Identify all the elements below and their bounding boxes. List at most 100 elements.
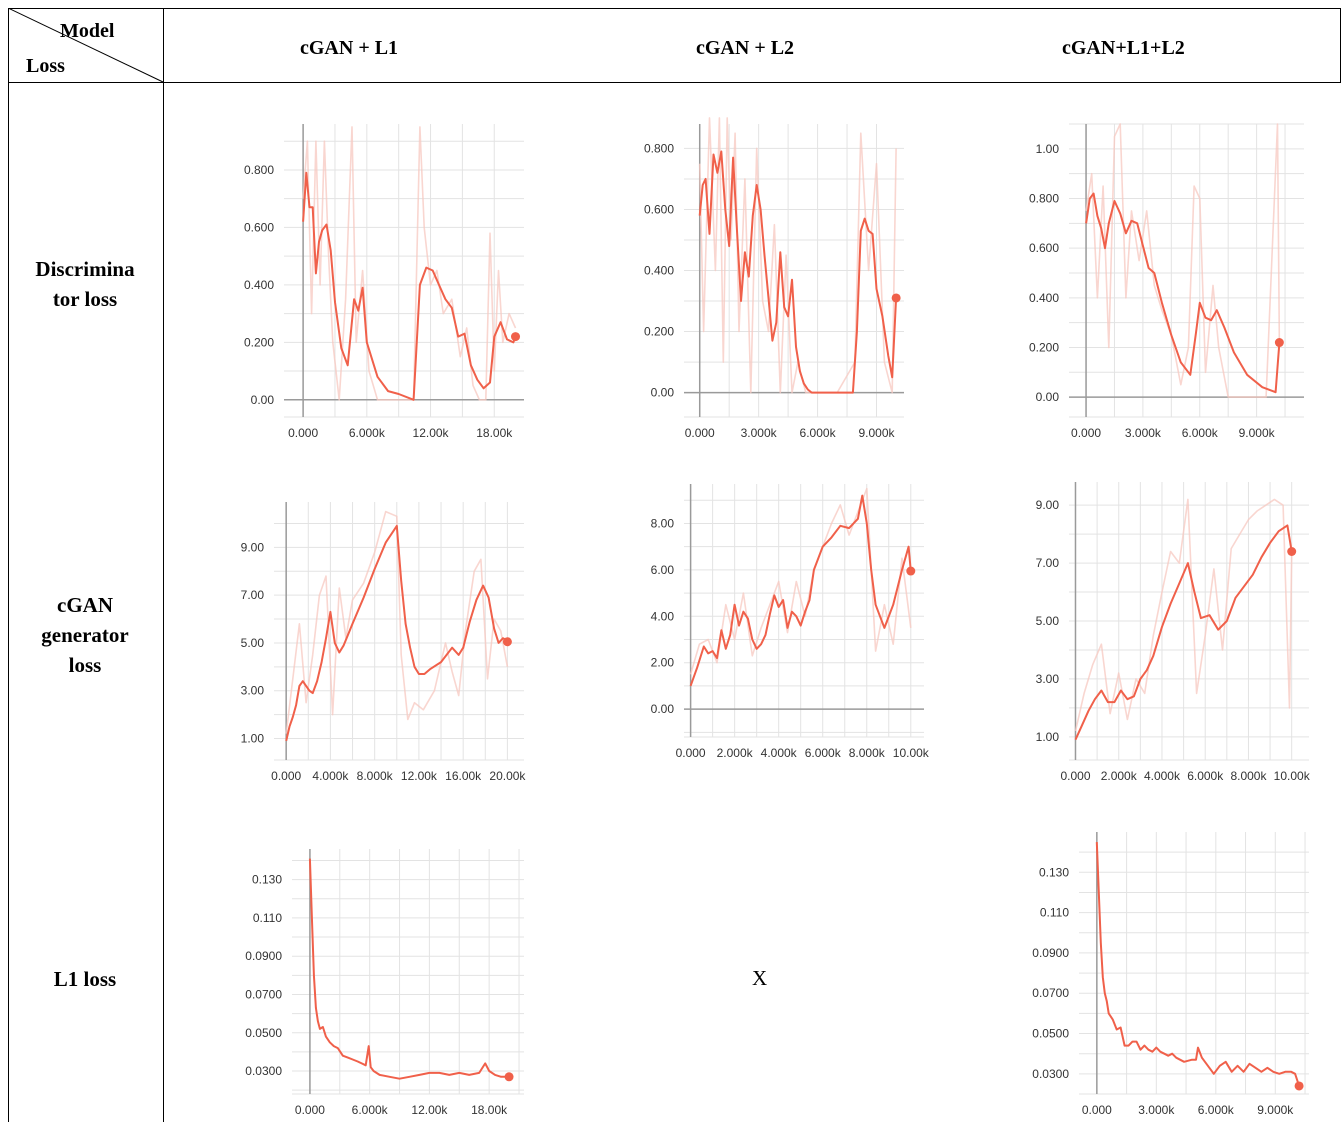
y-tick-label: 8.00 [651, 516, 675, 530]
y-tick-label: 0.400 [244, 278, 274, 292]
x-tick-label: 6.000k [1187, 769, 1224, 783]
y-tick-label: 0.200 [244, 335, 274, 349]
chart-generator-cgan-l2: 0.000 2.000k 4.000k 6.000k 8.000k 10.00k 0.00 2… [651, 484, 930, 760]
y-tick-label: 0.0500 [245, 1026, 282, 1040]
row-label-line: cGAN [57, 593, 113, 617]
corner-label-loss: Loss [26, 55, 65, 77]
y-tick-label: 0.00 [1036, 390, 1060, 404]
row-label-line: L1 loss [53, 967, 117, 991]
raw-series-line [1074, 498, 1293, 732]
y-tick-label: 0.110 [1040, 906, 1069, 920]
header-divider [8, 82, 1341, 83]
y-tick-label: 0.0300 [245, 1064, 282, 1078]
y-tick-label: 5.00 [1036, 614, 1060, 628]
x-tick-label: 8.000k [357, 769, 394, 783]
series-endpoint-marker [1287, 547, 1297, 556]
y-tick-label: 0.0900 [1032, 946, 1069, 960]
y-tick-label: 0.110 [253, 911, 282, 925]
row-label-l1-loss: L1 loss [10, 964, 160, 994]
x-tick-label: 3.000k [1138, 1103, 1175, 1117]
x-tick-label: 2.000k [1101, 769, 1138, 783]
x-tick-label: 9.000k [1257, 1103, 1294, 1117]
x-tick-label: 6.000k [1182, 426, 1219, 440]
table-border-left [8, 8, 9, 1122]
y-tick-label: 0.800 [644, 141, 674, 155]
y-tick-label: 0.0700 [245, 987, 282, 1001]
x-tick-label: 12.00k [413, 426, 450, 440]
y-tick-label: 4.00 [651, 609, 675, 623]
row-label-cgan-generator-loss: cGAN generator loss [10, 590, 160, 680]
y-tick-label: 0.800 [1029, 191, 1059, 205]
x-tick-label: 10.00k [1274, 769, 1311, 783]
y-tick-label: 0.0500 [1032, 1027, 1069, 1041]
smoothed-series-line [1095, 842, 1301, 1087]
x-tick-label: 2.000k [717, 746, 754, 760]
x-tick-label: 6.000k [805, 746, 842, 760]
y-tick-label: 0.600 [244, 220, 274, 234]
x-tick-label: 0.000 [685, 426, 715, 440]
chart-l1loss-cgan-l1-l2: 0.000 3.000k 6.000k 9.000k 0.0300 0.0500 0.070… [1032, 832, 1309, 1117]
x-tick-label: 0.000 [1060, 769, 1090, 783]
series-endpoint-marker [511, 332, 521, 342]
x-tick-label: 6.000k [349, 426, 386, 440]
x-tick-label: 12.00k [401, 769, 438, 783]
smoothed-series-line [698, 150, 898, 394]
x-tick-label: 0.000 [1082, 1103, 1112, 1117]
x-tick-label: 4.000k [1144, 769, 1181, 783]
y-tick-label: 0.600 [644, 202, 674, 216]
x-tick-label: 10.00k [893, 746, 930, 760]
series-endpoint-marker [906, 566, 916, 576]
y-tick-label: 1.00 [241, 732, 265, 746]
smoothed-series-line [689, 494, 912, 687]
y-tick-label: 5.00 [241, 636, 265, 650]
smoothed-series-line [308, 858, 510, 1080]
column-header-cgan-l1: cGAN + L1 [300, 37, 399, 59]
series-endpoint-marker [1274, 338, 1284, 348]
label-column-divider [163, 8, 164, 1122]
x-tick-label: 6.000k [800, 426, 837, 440]
x-tick-label: 0.000 [271, 769, 301, 783]
y-tick-label: 0.800 [244, 163, 274, 177]
empty-cell-marker: X [752, 966, 768, 990]
y-tick-label: 3.00 [1036, 672, 1060, 686]
series-endpoint-marker [504, 1072, 514, 1082]
column-header-cgan-l2: cGAN + L2 [696, 37, 795, 59]
smoothed-series-line [285, 524, 508, 742]
raw-series-line [285, 510, 509, 734]
chart-discriminator-cgan-l1-l2: 0.000 3.000k 6.000k 9.000k 0.00 0.200 0.400 0.6… [1029, 123, 1304, 440]
x-tick-label: 8.000k [849, 746, 886, 760]
y-tick-label: 1.00 [1036, 142, 1060, 156]
x-tick-label: 0.000 [288, 426, 318, 440]
x-tick-label: 3.000k [1125, 426, 1162, 440]
y-tick-label: 0.400 [1029, 291, 1059, 305]
x-tick-label: 4.000k [761, 746, 798, 760]
y-tick-label: 7.00 [1036, 556, 1060, 570]
x-tick-label: 3.000k [741, 426, 778, 440]
series-endpoint-marker [502, 637, 512, 647]
chart-discriminator-cgan-l1: 0.000 6.000k 12.00k 18.00k 0.00 0.200 0.400 0.6… [244, 124, 524, 440]
x-tick-label: 18.00k [471, 1103, 508, 1117]
y-tick-label: 9.00 [1036, 498, 1060, 512]
y-tick-label: 0.0900 [245, 949, 282, 963]
table-border-top [8, 8, 1341, 9]
x-tick-label: 9.000k [1239, 426, 1276, 440]
y-tick-label: 2.00 [651, 656, 675, 670]
y-tick-label: 1.00 [1036, 730, 1060, 744]
y-tick-label: 7.00 [241, 588, 265, 602]
y-tick-label: 0.600 [1029, 241, 1059, 255]
chart-generator-cgan-l1: 0.000 4.000k 8.000k 12.00k 16.00k 20.00k 1.00 3… [241, 502, 526, 783]
corner-label-model: Model [60, 20, 115, 42]
row-label-line: loss [68, 653, 102, 677]
series-endpoint-marker [1294, 1081, 1304, 1091]
y-tick-label: 0.200 [1029, 340, 1059, 354]
chart-l1loss-cgan-l1: 0.000 6.000k 12.00k 18.00k 0.0300 0.0500 0.070… [245, 849, 524, 1117]
x-tick-label: 0.000 [676, 746, 706, 760]
x-tick-label: 16.00k [445, 769, 482, 783]
x-tick-label: 12.00k [411, 1103, 448, 1117]
y-tick-label: 0.130 [252, 873, 282, 887]
y-tick-label: 0.0300 [1032, 1067, 1069, 1081]
row-label-line: tor loss [52, 287, 118, 311]
y-tick-label: 0.130 [1039, 865, 1069, 879]
x-tick-label: 18.00k [476, 426, 513, 440]
x-tick-label: 6.000k [1198, 1103, 1235, 1117]
